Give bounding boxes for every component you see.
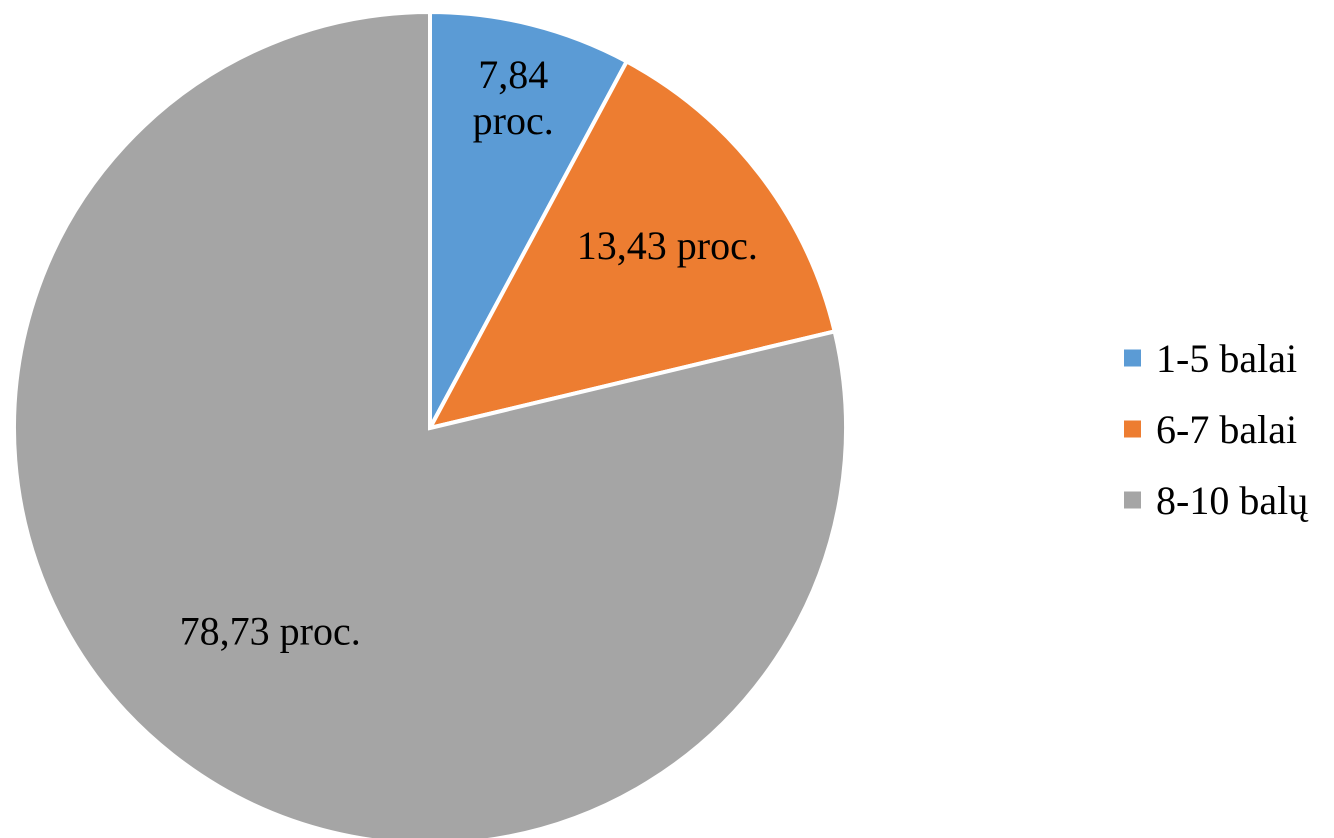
data-label-2: 13,43 proc. [577,223,758,268]
pie-slice-1 [428,9,630,429]
legend: 1-5 balai 6-7 balai 8-10 balų [1124,336,1309,523]
pie-slice-2 [426,58,838,431]
legend-swatch-3 [1124,491,1141,509]
legend-label-1: 1-5 balai [1156,336,1297,381]
data-label-3: 78,73 proc. [180,608,361,653]
pie-slice-3 [12,9,848,838]
legend-label-2: 6-7 balai [1156,407,1297,452]
legend-swatch-1 [1124,349,1141,367]
pie-slices [12,9,848,838]
legend-swatch-2 [1124,420,1141,438]
data-label-1: 7,84 proc. [473,52,554,143]
legend-label-3: 8-10 balų [1156,478,1309,523]
pie-labels: 7,84 proc. 13,43 proc. 78,73 proc. [180,52,758,653]
